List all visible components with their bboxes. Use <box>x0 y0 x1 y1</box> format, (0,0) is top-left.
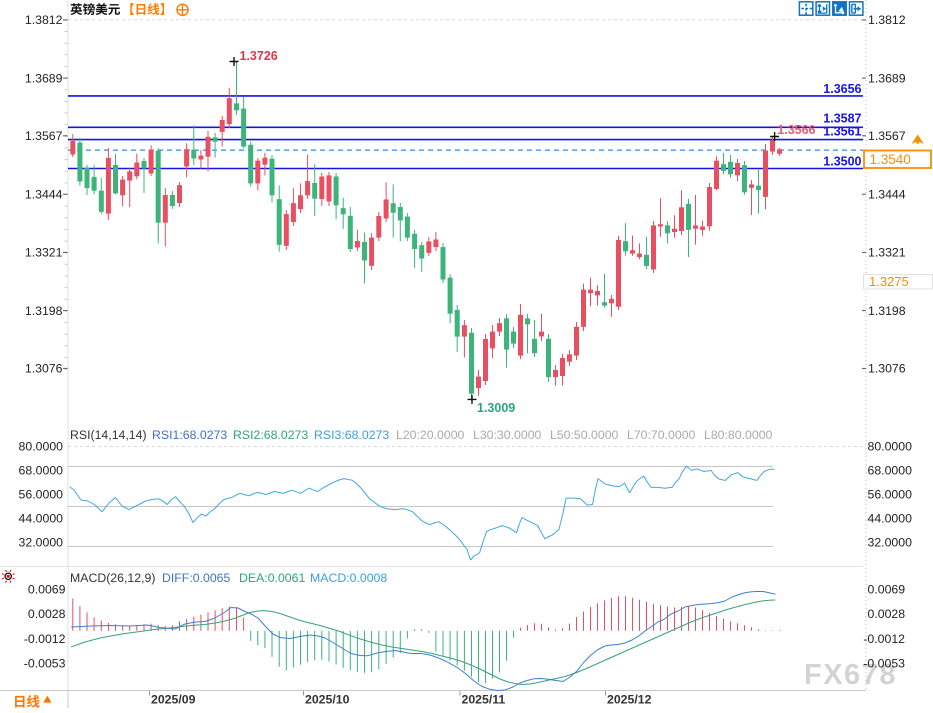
svg-text:56.0000: 56.0000 <box>19 488 64 502</box>
svg-text:-0.0053: -0.0053 <box>24 657 66 671</box>
svg-text:1.3198: 1.3198 <box>868 304 906 318</box>
svg-text:1.3009: 1.3009 <box>477 401 515 415</box>
svg-text:32.0000: 32.0000 <box>19 535 64 549</box>
svg-text:2025/10: 2025/10 <box>305 693 350 707</box>
svg-text:56.0000: 56.0000 <box>868 488 913 502</box>
svg-text:1.3587: 1.3587 <box>823 111 861 125</box>
svg-text:RSI(14,14,14): RSI(14,14,14) <box>70 428 147 442</box>
svg-text:80.0000: 80.0000 <box>19 440 64 454</box>
svg-text:2025/11: 2025/11 <box>462 693 506 707</box>
svg-text:1.3444: 1.3444 <box>868 188 906 202</box>
svg-text:1.3561: 1.3561 <box>823 124 861 138</box>
svg-text:2025/12: 2025/12 <box>607 693 652 707</box>
svg-text:1.3656: 1.3656 <box>823 82 861 96</box>
svg-text:0.0028: 0.0028 <box>868 607 906 621</box>
svg-text:DIFF:0.0065: DIFF:0.0065 <box>162 571 231 585</box>
svg-text:1.3076: 1.3076 <box>868 362 906 376</box>
svg-text:0.0069: 0.0069 <box>28 583 66 597</box>
svg-text:1.3076: 1.3076 <box>25 362 63 376</box>
svg-text:FX678: FX678 <box>804 659 897 691</box>
svg-text:1.3566: 1.3566 <box>777 123 815 137</box>
svg-text:1.3198: 1.3198 <box>25 304 63 318</box>
svg-text:1.3726: 1.3726 <box>240 49 278 63</box>
svg-text:-0.0012: -0.0012 <box>863 632 905 646</box>
svg-text:1.3812: 1.3812 <box>868 13 906 27</box>
svg-text:L80:80.0000: L80:80.0000 <box>704 428 773 442</box>
svg-text:DEA:0.0061: DEA:0.0061 <box>239 571 305 585</box>
svg-text:1.3567: 1.3567 <box>25 129 63 143</box>
svg-text:RSI2:68.0273: RSI2:68.0273 <box>233 428 308 442</box>
svg-text:1.3444: 1.3444 <box>25 188 63 202</box>
svg-text:MACD(26,12,9): MACD(26,12,9) <box>70 571 155 585</box>
svg-text:68.0000: 68.0000 <box>868 464 913 478</box>
svg-text:L30:30.0000: L30:30.0000 <box>473 428 542 442</box>
svg-text:L70:70.0000: L70:70.0000 <box>627 428 696 442</box>
svg-text:32.0000: 32.0000 <box>868 535 913 549</box>
svg-text:MACD:0.0008: MACD:0.0008 <box>310 571 387 585</box>
svg-text:44.0000: 44.0000 <box>19 511 64 525</box>
svg-text:RSI1:68.0273: RSI1:68.0273 <box>152 428 227 442</box>
svg-text:1.3540: 1.3540 <box>870 152 911 167</box>
svg-text:-0.0012: -0.0012 <box>24 632 66 646</box>
svg-text:1.3275: 1.3275 <box>869 274 909 289</box>
svg-text:1.3321: 1.3321 <box>868 246 906 260</box>
svg-text:68.0000: 68.0000 <box>19 464 64 478</box>
svg-text:RSI3:68.0273: RSI3:68.0273 <box>314 428 389 442</box>
svg-text:1.3689: 1.3689 <box>868 71 906 85</box>
svg-text:L20:20.0000: L20:20.0000 <box>396 428 465 442</box>
svg-text:1.3689: 1.3689 <box>25 71 63 85</box>
svg-text:0.0069: 0.0069 <box>868 583 906 597</box>
svg-text:L50:50.0000: L50:50.0000 <box>550 428 619 442</box>
svg-text:1.3500: 1.3500 <box>823 155 861 169</box>
svg-text:1.3321: 1.3321 <box>25 246 63 260</box>
svg-text:1.3567: 1.3567 <box>868 129 906 143</box>
svg-text:1.3812: 1.3812 <box>25 13 63 27</box>
svg-text:80.0000: 80.0000 <box>868 440 913 454</box>
svg-text:2025/09: 2025/09 <box>151 693 196 707</box>
svg-text:0.0028: 0.0028 <box>28 607 66 621</box>
svg-text:44.0000: 44.0000 <box>868 511 913 525</box>
svg-text:-0.0053: -0.0053 <box>863 657 905 671</box>
